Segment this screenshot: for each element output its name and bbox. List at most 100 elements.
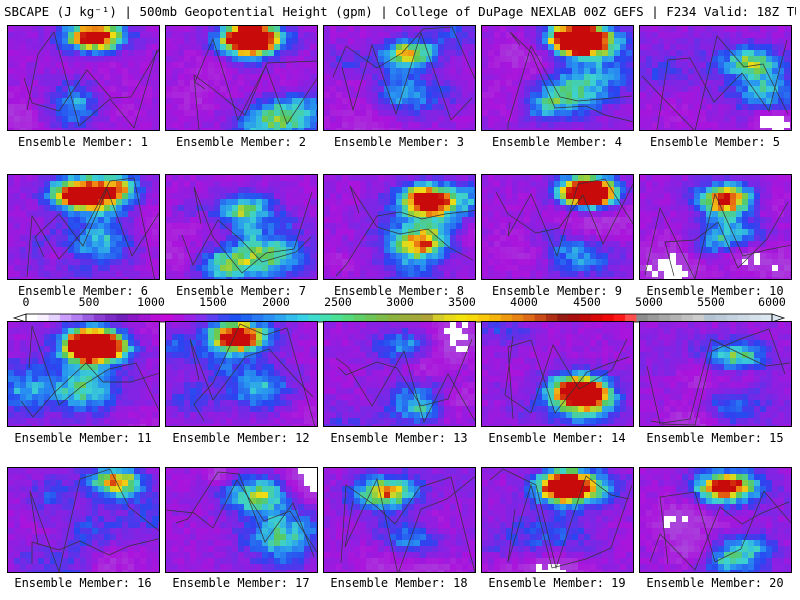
- colorbar: [0, 308, 800, 323]
- cape-field-graphic: [324, 468, 475, 572]
- member-map-7[interactable]: [165, 174, 318, 280]
- boundary-line: [641, 35, 789, 130]
- colorbar-swatch: [93, 314, 106, 322]
- colorbar-swatch: [455, 314, 468, 322]
- member-map-11[interactable]: [7, 321, 160, 427]
- colorbar-tick-labels: 0 500 1000 1500 2000 2500 3000 3500 4000…: [0, 296, 800, 310]
- cape-field-graphic: [166, 322, 317, 426]
- colorbar-swatch: [150, 314, 163, 322]
- cape-field-graphic: [482, 26, 633, 130]
- member-map-15[interactable]: [639, 321, 792, 427]
- colorbar-swatch: [579, 314, 592, 322]
- member-label-16: Ensemble Member: 16: [14, 576, 152, 590]
- cape-field-graphic: [8, 175, 159, 279]
- member-map-13[interactable]: [323, 321, 476, 427]
- member-map-1[interactable]: [7, 25, 160, 131]
- colorbar-tick: 4000: [510, 295, 538, 309]
- colorbar-swatch: [195, 314, 208, 322]
- member-label-5: Ensemble Member: 5: [649, 135, 781, 149]
- member-map-18[interactable]: [323, 467, 476, 573]
- member-map-9[interactable]: [481, 174, 634, 280]
- cape-field-graphic: [482, 322, 633, 426]
- cape-field-graphic: [640, 175, 791, 279]
- boundary-line: [650, 338, 791, 424]
- member-map-4[interactable]: [481, 25, 634, 131]
- member-map-3[interactable]: [323, 25, 476, 131]
- member-map-10[interactable]: [639, 174, 792, 280]
- boundary-line: [166, 479, 317, 553]
- colorbar-swatch: [240, 314, 253, 322]
- colorbar-swatch: [692, 314, 705, 322]
- cape-field-graphic: [8, 322, 159, 426]
- member-label-18: Ensemble Member: 18: [330, 576, 468, 590]
- member-map-2[interactable]: [165, 25, 318, 131]
- colorbar-swatch: [353, 314, 366, 322]
- page-title: SBCAPE (J kg⁻¹) | 500mb Geopotential Hei…: [4, 4, 796, 19]
- colorbar-swatch: [749, 314, 762, 322]
- colorbar-tick: 5000: [635, 295, 663, 309]
- colorbar-swatch: [670, 314, 682, 322]
- member-map-6[interactable]: [7, 174, 160, 280]
- member-label-13: Ensemble Member: 13: [330, 431, 468, 445]
- colorbar-swatch: [726, 314, 739, 322]
- member-map-16[interactable]: [7, 467, 160, 573]
- boundary-line: [175, 471, 315, 558]
- boundary-line: [509, 31, 633, 123]
- colorbar-swatch: [489, 314, 502, 322]
- boundary-line: [664, 201, 789, 277]
- boundary-line: [507, 339, 630, 420]
- boundary-line: [28, 325, 159, 411]
- colorbar-tick: 6000: [758, 295, 786, 309]
- colorbar-swatch: [116, 314, 129, 322]
- boundary-line: [495, 183, 633, 245]
- colorbar-swatch: [319, 314, 332, 322]
- colorbar-swatch: [26, 314, 38, 322]
- member-map-12[interactable]: [165, 321, 318, 427]
- colorbar-swatch: [512, 314, 524, 322]
- boundary-line: [337, 338, 473, 407]
- boundary-line: [349, 185, 474, 261]
- colorbar-swatch: [410, 314, 422, 322]
- colorbar-tick: 3000: [386, 295, 414, 309]
- boundary-line: [504, 335, 628, 414]
- member-map-17[interactable]: [165, 467, 318, 573]
- colorbar-swatch: [37, 314, 49, 322]
- colorbar-swatch: [331, 314, 343, 322]
- colorbar-tick: 5500: [697, 295, 725, 309]
- colorbar-swatch: [297, 314, 309, 322]
- boundary-line: [507, 45, 633, 130]
- colorbar-swatch: [602, 314, 615, 322]
- colorbar-tick: 2500: [324, 295, 352, 309]
- member-map-14[interactable]: [481, 321, 634, 427]
- member-map-8[interactable]: [323, 174, 476, 280]
- member-label-12: Ensemble Member: 12: [172, 431, 310, 445]
- boundary-line: [649, 501, 790, 571]
- colorbar-swatch: [500, 314, 513, 322]
- colorbar-tick: 1500: [199, 295, 227, 309]
- colorbar-swatch: [478, 314, 490, 322]
- cape-field-graphic: [8, 468, 159, 572]
- colorbar-swatch: [206, 314, 219, 322]
- member-label-11: Ensemble Member: 11: [14, 431, 152, 445]
- member-label-10: Ensemble Member: 10: [646, 284, 784, 298]
- member-label-4: Ensemble Member: 4: [491, 135, 623, 149]
- boundary-line: [194, 37, 317, 125]
- colorbar-swatch: [285, 314, 298, 322]
- cape-field-graphic: [640, 322, 791, 426]
- colorbar-swatch: [432, 314, 445, 322]
- colorbar-swatch: [59, 314, 72, 322]
- boundary-line: [335, 210, 475, 277]
- colorbar-swatch: [647, 314, 660, 322]
- member-map-20[interactable]: [639, 467, 792, 573]
- colorbar-swatch: [172, 314, 185, 322]
- member-map-19[interactable]: [481, 467, 634, 573]
- member-label-20: Ensemble Member: 20: [646, 576, 784, 590]
- boundary-line: [34, 188, 159, 258]
- member-label-7: Ensemble Member: 7: [175, 284, 307, 298]
- cape-field-graphic: [8, 26, 159, 130]
- colorbar-swatch: [466, 314, 479, 322]
- member-label-15: Ensemble Member: 15: [646, 431, 784, 445]
- colorbar-swatch: [342, 314, 355, 322]
- member-map-5[interactable]: [639, 25, 792, 131]
- boundary-line: [193, 186, 313, 274]
